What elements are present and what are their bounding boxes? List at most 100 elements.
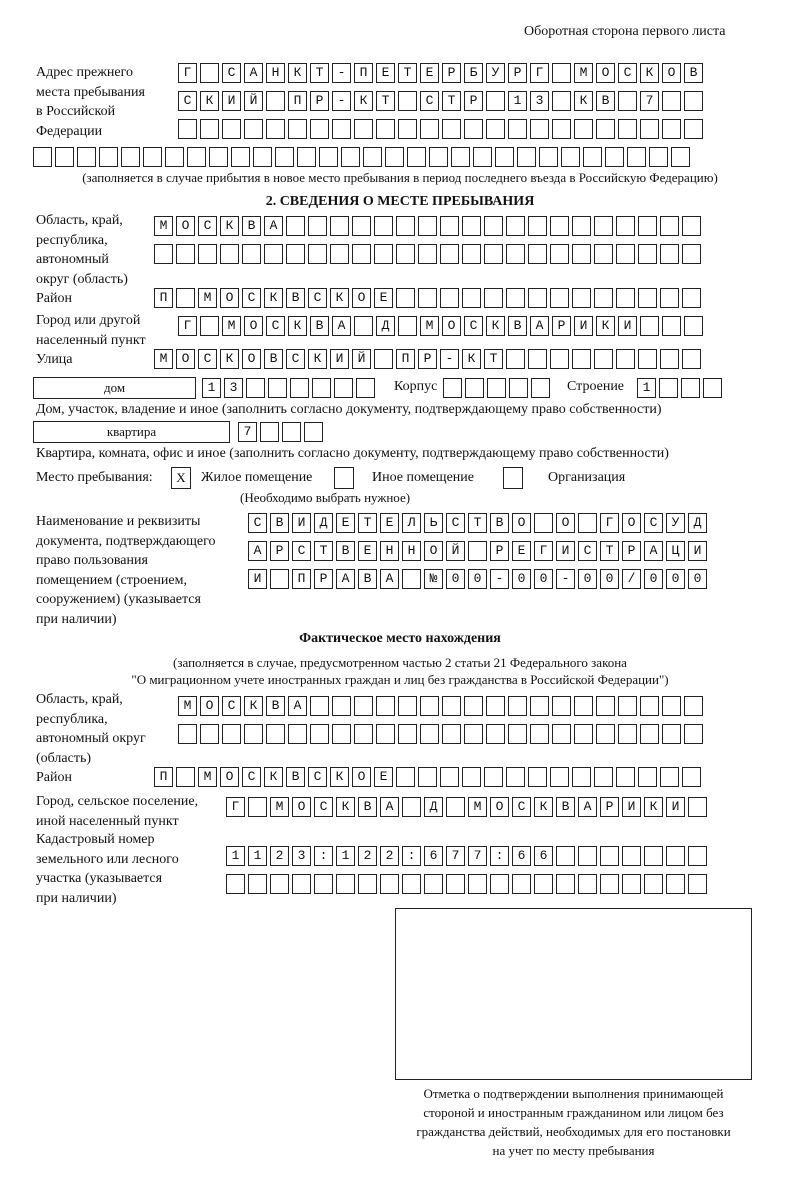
char-cell[interactable] [308, 349, 327, 369]
char-cell[interactable] [420, 724, 439, 744]
char-cell[interactable] [464, 696, 483, 716]
char-cell[interactable] [260, 422, 279, 442]
char-cell[interactable] [270, 541, 289, 561]
char-cell[interactable] [424, 513, 443, 533]
prev-address-row-3[interactable] [178, 119, 703, 139]
char-cell[interactable] [468, 874, 487, 894]
char-cell[interactable] [600, 874, 619, 894]
char-cell[interactable] [418, 216, 437, 236]
char-cell[interactable] [246, 378, 265, 398]
actual-city-row[interactable]: Г МОСКВА Д МОСКВАРИКИ [226, 797, 707, 817]
char-cell[interactable] [508, 91, 527, 111]
char-cell[interactable] [226, 846, 245, 866]
char-cell[interactable] [224, 378, 243, 398]
char-cell[interactable] [154, 244, 173, 264]
char-cell[interactable] [220, 288, 239, 308]
char-cell[interactable] [662, 119, 681, 139]
char-cell[interactable] [465, 378, 484, 398]
char-cell[interactable] [402, 569, 421, 589]
char-cell[interactable] [688, 541, 707, 561]
char-cell[interactable] [396, 244, 415, 264]
char-cell[interactable] [286, 767, 305, 787]
char-cell[interactable] [528, 767, 547, 787]
char-cell[interactable] [616, 216, 635, 236]
char-cell[interactable] [275, 147, 294, 167]
char-cell[interactable] [143, 147, 162, 167]
char-cell[interactable] [319, 147, 338, 167]
char-cell[interactable] [688, 797, 707, 817]
char-cell[interactable] [596, 91, 615, 111]
char-cell[interactable] [530, 119, 549, 139]
char-cell[interactable] [468, 541, 487, 561]
char-cell[interactable] [464, 316, 483, 336]
char-cell[interactable] [490, 797, 509, 817]
char-cell[interactable] [572, 767, 591, 787]
char-cell[interactable] [552, 696, 571, 716]
char-cell[interactable] [286, 244, 305, 264]
char-cell[interactable] [332, 119, 351, 139]
char-cell[interactable] [407, 147, 426, 167]
char-cell[interactable] [644, 874, 663, 894]
char-cell[interactable] [178, 316, 197, 336]
char-cell[interactable] [671, 147, 690, 167]
char-cell[interactable] [684, 316, 703, 336]
char-cell[interactable] [358, 541, 377, 561]
char-cell[interactable] [659, 378, 678, 398]
char-cell[interactable] [446, 874, 465, 894]
char-cell[interactable] [314, 569, 333, 589]
char-cell[interactable] [660, 288, 679, 308]
district-row[interactable]: П МОСКВСКОЕ [154, 288, 701, 308]
char-cell[interactable] [244, 696, 263, 716]
char-cell[interactable] [380, 797, 399, 817]
char-cell[interactable] [684, 63, 703, 83]
char-cell[interactable] [556, 846, 575, 866]
char-cell[interactable] [176, 244, 195, 264]
char-cell[interactable] [640, 316, 659, 336]
char-cell[interactable] [336, 846, 355, 866]
char-cell[interactable] [596, 119, 615, 139]
char-cell[interactable] [512, 541, 531, 561]
char-cell[interactable] [508, 63, 527, 83]
char-cell[interactable] [666, 797, 685, 817]
char-cell[interactable] [640, 91, 659, 111]
char-cell[interactable] [374, 244, 393, 264]
char-cell[interactable] [616, 767, 635, 787]
prev-address-row-1[interactable]: Г САНКТ-ПЕТЕРБУРГ МОСКОВ [178, 63, 703, 83]
char-cell[interactable] [578, 846, 597, 866]
char-cell[interactable] [530, 696, 549, 716]
actual-region-row-2[interactable] [178, 724, 703, 744]
char-cell[interactable] [310, 724, 329, 744]
char-cell[interactable] [198, 244, 217, 264]
char-cell[interactable] [574, 63, 593, 83]
char-cell[interactable] [330, 767, 349, 787]
char-cell[interactable] [376, 119, 395, 139]
char-cell[interactable] [396, 349, 415, 369]
char-cell[interactable] [198, 288, 217, 308]
char-cell[interactable] [446, 846, 465, 866]
char-cell[interactable] [688, 513, 707, 533]
char-cell[interactable] [396, 288, 415, 308]
char-cell[interactable] [154, 767, 173, 787]
char-cell[interactable] [402, 541, 421, 561]
char-cell[interactable] [666, 569, 685, 589]
char-cell[interactable] [534, 797, 553, 817]
char-cell[interactable] [572, 216, 591, 236]
char-cell[interactable] [308, 288, 327, 308]
char-cell[interactable] [600, 569, 619, 589]
char-cell[interactable] [266, 696, 285, 716]
char-cell[interactable] [578, 797, 597, 817]
char-cell[interactable] [402, 874, 421, 894]
char-cell[interactable] [354, 724, 373, 744]
char-cell[interactable] [178, 119, 197, 139]
char-cell[interactable] [622, 513, 641, 533]
actual-region-row-1[interactable]: МОСКВА [178, 696, 703, 716]
char-cell[interactable] [682, 349, 701, 369]
char-cell[interactable] [556, 513, 575, 533]
char-cell[interactable] [443, 378, 462, 398]
char-cell[interactable] [644, 797, 663, 817]
char-cell[interactable] [486, 91, 505, 111]
char-cell[interactable] [165, 147, 184, 167]
char-cell[interactable] [288, 91, 307, 111]
char-cell[interactable] [178, 696, 197, 716]
char-cell[interactable] [583, 147, 602, 167]
